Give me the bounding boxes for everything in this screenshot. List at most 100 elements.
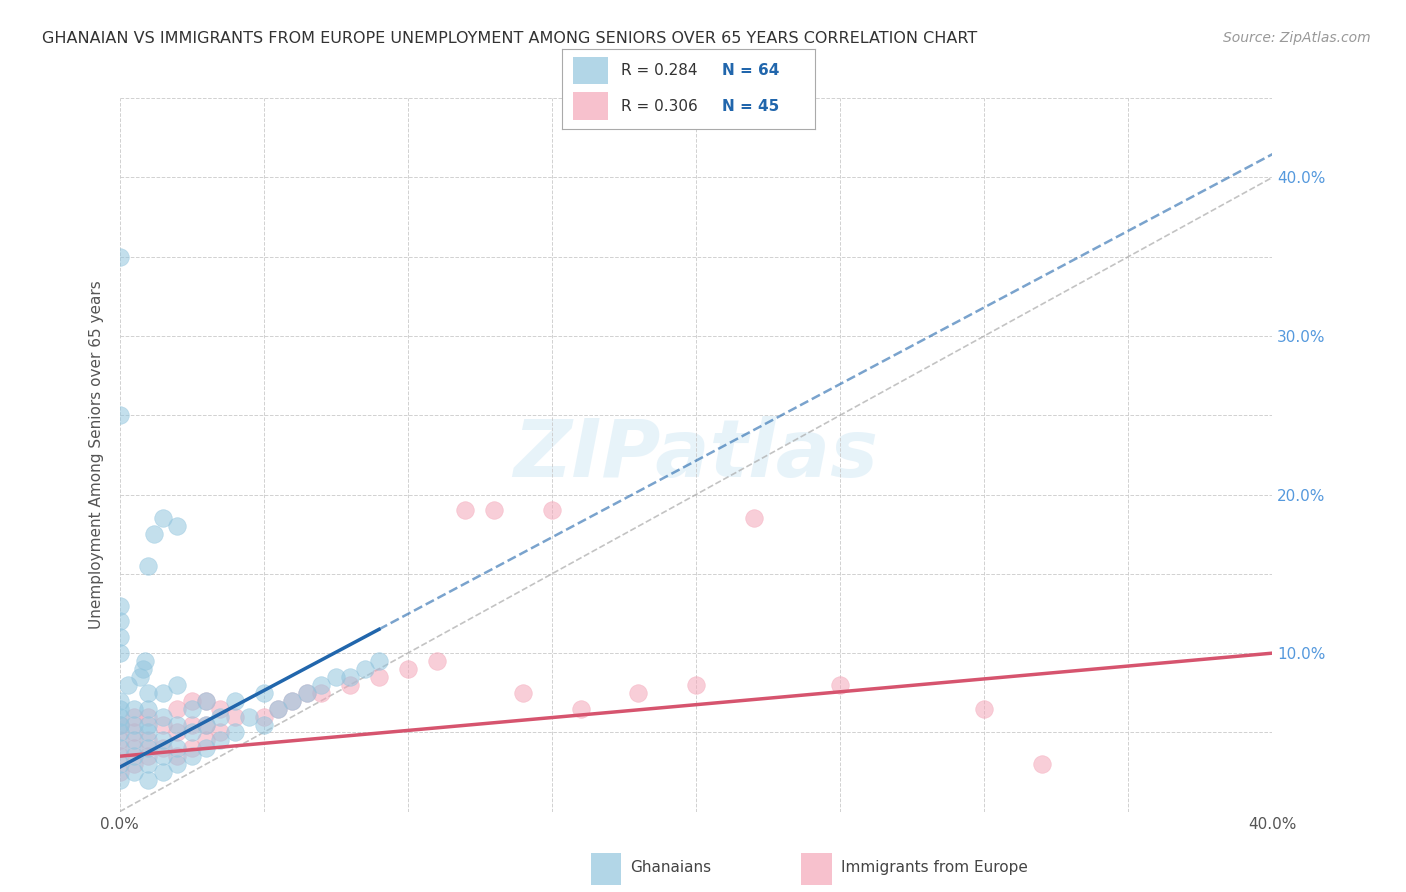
Point	[425, 654, 447, 668]
Point	[209, 733, 232, 747]
Point	[540, 503, 562, 517]
Point	[295, 686, 318, 700]
Point	[828, 678, 851, 692]
Point	[166, 741, 188, 756]
Text: N = 45: N = 45	[721, 98, 779, 113]
Point	[108, 717, 131, 731]
Point	[122, 725, 145, 739]
Point	[396, 662, 419, 676]
Point	[368, 670, 391, 684]
Point	[209, 701, 232, 715]
Point	[180, 749, 202, 764]
Point	[152, 511, 174, 525]
Point	[138, 733, 160, 747]
Point	[194, 694, 217, 708]
Point	[108, 701, 131, 715]
Point	[180, 694, 202, 708]
Point	[138, 741, 160, 756]
Point	[108, 646, 131, 660]
Text: R = 0.306: R = 0.306	[620, 98, 697, 113]
Point	[122, 717, 145, 731]
Text: Immigrants from Europe: Immigrants from Europe	[841, 860, 1028, 874]
Point	[253, 717, 276, 731]
Point	[238, 709, 260, 723]
Point	[166, 678, 188, 692]
Text: GHANAIAN VS IMMIGRANTS FROM EUROPE UNEMPLOYMENT AMONG SENIORS OVER 65 YEARS CORR: GHANAIAN VS IMMIGRANTS FROM EUROPE UNEMP…	[42, 31, 977, 46]
Point	[339, 670, 361, 684]
Point	[122, 741, 145, 756]
Point	[353, 662, 375, 676]
Point	[122, 709, 145, 723]
Point	[108, 694, 131, 708]
Point	[152, 709, 174, 723]
Text: R = 0.284: R = 0.284	[620, 63, 697, 78]
Point	[325, 670, 347, 684]
Point	[224, 725, 246, 739]
Point	[131, 662, 153, 676]
Point	[281, 694, 304, 708]
Text: N = 64: N = 64	[721, 63, 779, 78]
Point	[138, 772, 160, 787]
Point	[128, 670, 150, 684]
Point	[569, 701, 592, 715]
Point	[108, 772, 131, 787]
Point	[512, 686, 534, 700]
Point	[152, 686, 174, 700]
Point	[122, 749, 145, 764]
Point	[166, 717, 188, 731]
Point	[138, 701, 160, 715]
Bar	[572, 93, 607, 120]
Point	[108, 709, 131, 723]
Point	[627, 686, 650, 700]
Point	[152, 765, 174, 780]
Point	[108, 250, 131, 264]
Point	[152, 733, 174, 747]
Point	[253, 686, 276, 700]
Point	[309, 686, 333, 700]
Text: ZIPatlas: ZIPatlas	[513, 416, 879, 494]
Point	[138, 725, 160, 739]
Point	[180, 717, 202, 731]
Point	[108, 741, 131, 756]
Point	[108, 733, 131, 747]
Point	[108, 615, 131, 629]
Point	[108, 599, 131, 613]
Point	[166, 701, 188, 715]
Point	[138, 757, 160, 772]
Point	[108, 765, 131, 780]
Point	[973, 701, 995, 715]
Y-axis label: Unemployment Among Seniors over 65 years: Unemployment Among Seniors over 65 years	[89, 281, 104, 629]
Point	[117, 678, 139, 692]
Point	[122, 733, 145, 747]
Point	[194, 741, 217, 756]
Point	[122, 757, 145, 772]
Text: Ghanaians: Ghanaians	[630, 860, 711, 874]
Point	[267, 701, 290, 715]
Point	[209, 725, 232, 739]
Point	[166, 725, 188, 739]
Point	[138, 686, 160, 700]
Point	[108, 717, 131, 731]
Point	[122, 701, 145, 715]
Point	[134, 654, 156, 668]
Point	[339, 678, 361, 692]
Point	[180, 741, 202, 756]
Point	[267, 701, 290, 715]
Point	[454, 503, 477, 517]
Point	[180, 701, 202, 715]
Point	[484, 503, 506, 517]
Point	[152, 717, 174, 731]
Point	[180, 725, 202, 739]
Point	[742, 511, 765, 525]
Point	[138, 717, 160, 731]
Point	[194, 694, 217, 708]
Point	[1031, 757, 1053, 772]
Point	[194, 733, 217, 747]
Point	[368, 654, 391, 668]
Point	[108, 630, 131, 644]
Point	[138, 749, 160, 764]
Point	[685, 678, 707, 692]
Point	[122, 765, 145, 780]
Point	[194, 717, 217, 731]
Point	[281, 694, 304, 708]
